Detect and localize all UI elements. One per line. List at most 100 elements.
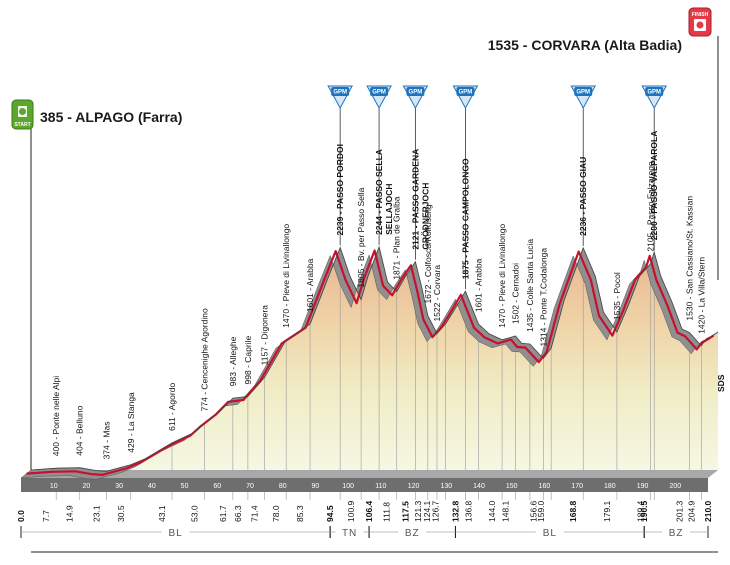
point-label: 404 - Belluno: [75, 405, 85, 455]
point-label: 1522 - Corvara: [432, 265, 442, 322]
gpm-marker: GPM: [641, 85, 668, 251]
point-label: 1435 - Colle Santa Lucia: [525, 239, 535, 332]
point-label-secondary: SELLAJOCH: [384, 183, 394, 234]
finish-icon-label: FINISH: [692, 12, 709, 18]
point-label: 1502 - Cernadoi: [510, 263, 520, 324]
region-segment: BL: [20, 526, 331, 539]
km-label: 148.1: [500, 500, 510, 522]
gpm-label: GPM: [459, 90, 473, 96]
km-tick-label: 10: [50, 483, 58, 490]
point-label: 400 - Ponte nelle Alpi: [51, 376, 61, 456]
km-label: 124.1: [422, 500, 432, 522]
km-tick-label: 70: [246, 483, 254, 490]
ground-top: [21, 470, 718, 478]
point-label: 429 - La Stanga: [126, 392, 136, 453]
point-label: 1314 - Ponte T.Codalonga: [538, 248, 548, 347]
km-tick-label: 30: [115, 483, 123, 490]
region-label: BL: [168, 528, 182, 539]
point-label: 1672 - Colfosco/Kolfuschg: [423, 204, 433, 303]
point-label: 1875 - PASSO CAMPOLONGO: [460, 158, 470, 279]
region-label: BZ: [669, 528, 684, 539]
gpm-label: GPM: [647, 90, 661, 96]
km-label: 53.0: [189, 505, 199, 522]
km-tick-label: 100: [342, 483, 354, 490]
point-label: 2105 - Passo Falzarego: [646, 161, 656, 252]
point-label: 983 - Alleghe: [228, 336, 238, 386]
point-label: 1157 - Digonera: [260, 305, 270, 366]
km-tick-label: 130: [440, 483, 452, 490]
km-tick-label: 80: [279, 483, 287, 490]
km-tick-label: 170: [571, 483, 583, 490]
km-tick-label: 180: [604, 483, 616, 490]
km-label: 100.9: [346, 500, 356, 522]
km-label: 0.0: [16, 510, 26, 522]
km-tick-label: 190: [637, 483, 649, 490]
region-segment: BZ: [643, 526, 709, 539]
point-label: 374 - Mas: [102, 422, 112, 460]
km-label: 204.9: [686, 500, 696, 522]
km-label: 168.8: [568, 500, 578, 522]
km-label: 43.1: [157, 505, 167, 522]
km-label: 156.6: [528, 500, 538, 522]
km-tick-label: 20: [83, 483, 91, 490]
km-tick-label: 150: [506, 483, 518, 490]
start-marker: START 385 - ALPAGO (Farra): [11, 99, 182, 470]
start-label: 385 - ALPAGO (Farra): [40, 109, 182, 125]
start-flag-icon: START: [11, 99, 34, 130]
km-label: 71.4: [250, 505, 260, 522]
km-label: 85.3: [295, 505, 305, 522]
gpm-marker: GPM: [452, 85, 479, 290]
km-label: 121.3: [413, 500, 423, 522]
km-label: 94.5: [325, 505, 335, 522]
region-segment: BL: [454, 526, 645, 539]
km-label: 106.4: [364, 500, 374, 522]
profile-area: [31, 246, 718, 472]
point-label: 1530 - San Cassiano/St. Kassian: [685, 196, 695, 321]
km-label: 189.4: [636, 500, 646, 522]
point-label: 1420 - La Villa/Stern: [696, 257, 706, 334]
gpm-marker: GPM: [327, 85, 353, 246]
km-tick-label: 50: [181, 483, 189, 490]
finish-marker: FINISH 1535 - CORVARA (Alta Badia): [488, 7, 719, 280]
finish-flag-icon: FINISH: [688, 7, 712, 37]
point-label: 774 - Cencenighe Agordino: [199, 308, 209, 411]
km-tick-label: 140: [473, 483, 485, 490]
point-label: 1535 - Pocol: [612, 272, 622, 320]
point-label: 2239 - PASSO PORDOI: [335, 144, 345, 235]
gpm-label: GPM: [409, 90, 423, 96]
start-icon-label: START: [14, 122, 30, 128]
gpm-marker: GPM: [366, 85, 392, 245]
gpm-label: GPM: [333, 90, 347, 96]
point-label: 1601 - Arabba: [305, 258, 315, 312]
point-label: 2236 - PASSO GIAU: [578, 157, 588, 236]
region-label: BL: [543, 528, 557, 539]
km-label: 136.8: [464, 500, 474, 522]
km-label: 14.9: [65, 505, 75, 522]
point-label: 998 - Caprile: [243, 336, 253, 385]
km-label: 179.1: [602, 500, 612, 522]
region-label: BZ: [405, 528, 420, 539]
km-tick-label: 110: [375, 483, 386, 490]
km-label: 144.0: [487, 500, 497, 522]
km-label: 126.7: [430, 500, 440, 522]
km-tick-label: 90: [312, 483, 320, 490]
point-label: 1601 - Arabba: [474, 258, 484, 312]
km-label: 159.0: [536, 500, 546, 522]
point-label: 611 - Agordo: [167, 383, 177, 431]
point-label: 1805 - Bv. per Passo Sella: [356, 187, 366, 287]
point-label: 2244 - PASSO SELLA: [374, 149, 384, 235]
gpm-marker: GPM: [570, 85, 597, 246]
km-tick-label: 160: [539, 483, 551, 490]
profile-edge: [30, 245, 719, 472]
region-segment: TN: [329, 526, 370, 539]
km-label: 201.3: [675, 500, 685, 522]
km-label: 111.8: [382, 502, 392, 522]
finish-label: 1535 - CORVARA (Alta Badia): [488, 37, 682, 53]
km-label: 61.7: [218, 505, 228, 522]
point-label: 2121 - PASSO GARDENA: [410, 149, 420, 250]
ground-band: [21, 478, 708, 492]
km-label: 23.1: [92, 505, 102, 522]
region-segment: BZ: [368, 526, 456, 539]
point-label: 1470 - Pieve di Livinallongo: [281, 224, 291, 328]
